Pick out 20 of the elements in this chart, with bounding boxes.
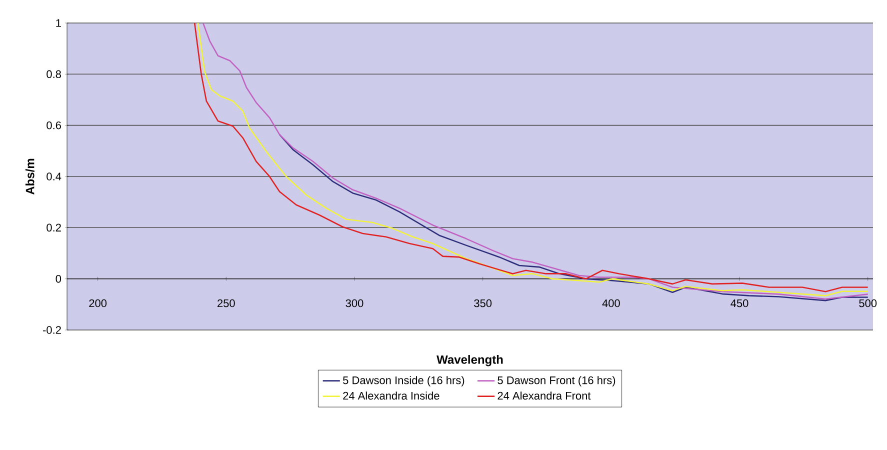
- x-tick-label: 300: [346, 299, 364, 308]
- y-tick-label: 0.6: [46, 121, 61, 130]
- y-tick-label: 0.2: [46, 224, 61, 232]
- x-tick-label: 500: [859, 299, 877, 308]
- y-tick-label: 1: [56, 19, 61, 27]
- y-tick-label: -0.2: [43, 326, 61, 334]
- x-axis-title: Wavelength: [436, 355, 503, 366]
- y-axis-title: Abs/m: [25, 158, 34, 195]
- x-tick-label: 200: [89, 299, 107, 308]
- y-tick-label: 0.4: [46, 172, 62, 180]
- x-tick-label: 400: [602, 299, 620, 308]
- x-tick-label: 450: [730, 299, 748, 308]
- y-tick-label: 0.8: [46, 70, 61, 78]
- legend-label: 5 Dawson Front (16 hrs): [498, 376, 616, 386]
- x-tick-label: 350: [474, 299, 492, 308]
- y-tick-label: 0: [56, 274, 62, 283]
- legend-label: 24 Alexandra Inside: [343, 392, 440, 400]
- legend-label: 24 Alexandra Front: [498, 392, 591, 400]
- legend-label: 5 Dawson Inside (16 hrs): [343, 376, 464, 386]
- x-tick-label: 250: [218, 299, 235, 308]
